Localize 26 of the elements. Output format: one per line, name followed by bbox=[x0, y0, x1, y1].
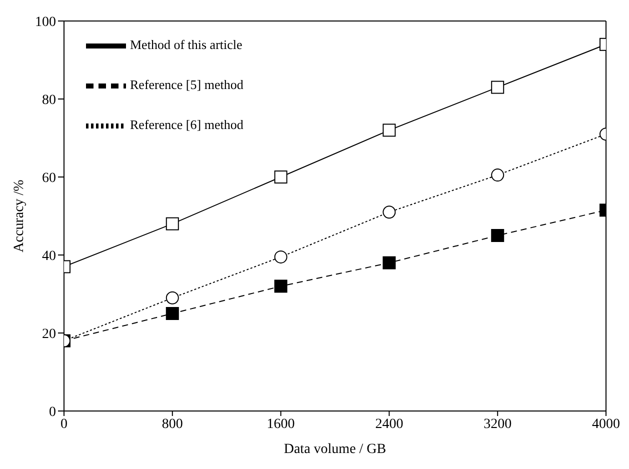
y-tick-label: 0 bbox=[49, 404, 56, 420]
x-tick-label: 800 bbox=[162, 416, 183, 432]
y-tick-label: 100 bbox=[35, 14, 56, 30]
x-tick-label: 3200 bbox=[484, 416, 512, 432]
x-tick-label: 0 bbox=[60, 416, 68, 432]
x-tick-label: 4000 bbox=[592, 416, 620, 432]
point bbox=[274, 250, 288, 264]
legend-label: Reference [5] method bbox=[130, 76, 244, 92]
point bbox=[274, 170, 288, 184]
point bbox=[166, 307, 179, 320]
point bbox=[382, 256, 396, 270]
y-tick-label: 80 bbox=[42, 92, 56, 108]
y-tick-label: 60 bbox=[42, 170, 56, 186]
point bbox=[382, 206, 396, 219]
x-tick-label: 1600 bbox=[266, 416, 295, 432]
legend-label: Method of this article bbox=[130, 36, 242, 52]
legend-label: Reference [6] method bbox=[130, 116, 244, 132]
x-tick-label: 2400 bbox=[375, 416, 404, 432]
point bbox=[382, 124, 396, 137]
point bbox=[166, 217, 179, 230]
y-axis-title: Accuracy /% bbox=[12, 179, 27, 252]
y-tick-label: 20 bbox=[42, 326, 56, 342]
point bbox=[166, 291, 179, 304]
y-tick-label: 40 bbox=[42, 248, 56, 264]
x-axis-title: Data volume / GB bbox=[284, 442, 386, 457]
point bbox=[274, 280, 288, 293]
